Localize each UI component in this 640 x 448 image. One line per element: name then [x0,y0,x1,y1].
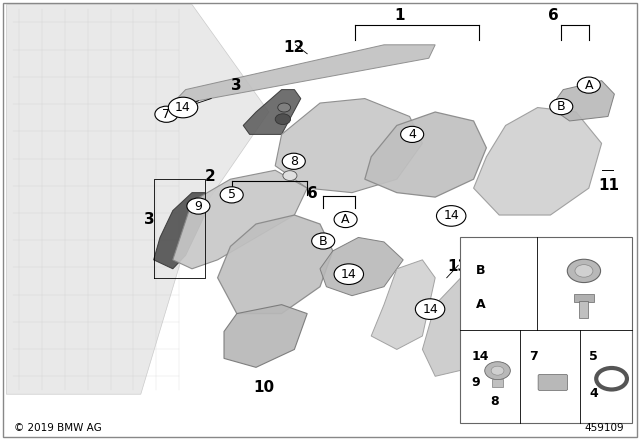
Text: 8: 8 [290,155,298,168]
Text: 7: 7 [163,108,170,121]
Text: 4: 4 [589,387,598,400]
Circle shape [187,198,210,214]
Polygon shape [218,215,333,314]
Text: 12: 12 [284,39,305,55]
Text: 6: 6 [548,8,559,23]
Polygon shape [371,260,435,349]
Circle shape [312,233,335,249]
FancyBboxPatch shape [3,3,637,437]
Text: © 2019 BMW AG: © 2019 BMW AG [14,423,102,433]
Text: A: A [584,78,593,92]
Circle shape [282,153,305,169]
Circle shape [155,106,178,122]
Circle shape [401,126,424,142]
Polygon shape [320,237,403,296]
Circle shape [168,97,198,118]
Text: 5: 5 [589,350,598,363]
Text: B: B [319,234,328,248]
Text: 2: 2 [205,169,215,185]
Polygon shape [365,112,486,197]
Circle shape [567,259,600,283]
Polygon shape [422,278,493,376]
Circle shape [491,366,504,375]
Text: 1: 1 [395,8,405,23]
Circle shape [334,211,357,228]
Text: 3: 3 [145,212,155,227]
Text: A: A [341,213,350,226]
Polygon shape [6,4,269,394]
Polygon shape [154,193,205,269]
Text: 9: 9 [472,376,480,389]
Circle shape [550,99,573,115]
Circle shape [278,103,291,112]
Circle shape [436,206,466,226]
Polygon shape [550,81,614,121]
Polygon shape [173,45,435,103]
Text: 13: 13 [447,259,469,274]
Circle shape [596,368,627,389]
Text: 14: 14 [472,350,489,363]
Polygon shape [173,170,307,269]
Text: 14: 14 [175,101,191,114]
Text: 459109: 459109 [584,423,624,433]
Polygon shape [275,99,422,193]
Polygon shape [474,108,602,215]
Circle shape [415,299,445,319]
Circle shape [484,362,510,379]
FancyBboxPatch shape [492,379,502,387]
FancyBboxPatch shape [579,301,588,318]
Text: 9: 9 [195,199,202,213]
Circle shape [187,198,204,210]
Text: 14: 14 [341,267,356,281]
Text: 4: 4 [408,128,416,141]
Text: 10: 10 [253,380,275,395]
Circle shape [575,265,593,277]
Circle shape [220,187,243,203]
Text: A: A [476,298,485,311]
Text: 5: 5 [228,188,236,202]
Text: 14: 14 [422,302,438,316]
Text: B: B [557,100,566,113]
Text: 14: 14 [444,209,459,223]
Text: 6: 6 [307,186,317,201]
Polygon shape [243,90,301,134]
Text: 7: 7 [529,350,538,363]
FancyBboxPatch shape [573,294,594,302]
Text: 3: 3 [232,78,242,93]
Text: B: B [476,264,485,277]
Circle shape [334,264,364,284]
Polygon shape [224,305,307,367]
FancyBboxPatch shape [460,237,632,423]
Circle shape [577,77,600,93]
Text: 8: 8 [491,395,499,408]
Circle shape [283,171,297,181]
Circle shape [275,114,291,125]
Text: 11: 11 [599,177,620,193]
FancyBboxPatch shape [538,375,568,391]
